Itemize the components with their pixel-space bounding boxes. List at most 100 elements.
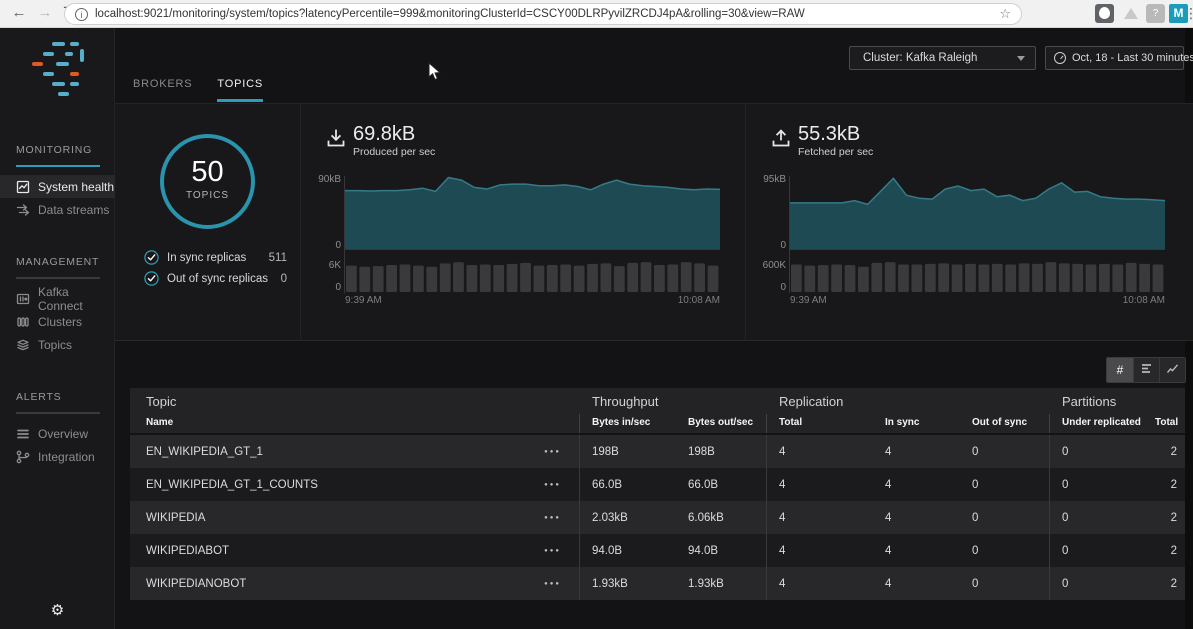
topic-name: WIKIPEDIANOBOT [146, 577, 247, 590]
drive-icon[interactable] [1121, 4, 1140, 23]
m-extension-icon[interactable]: M [1169, 4, 1188, 23]
mouse-cursor [428, 62, 442, 81]
row-menu-icon[interactable]: ●●● [544, 514, 561, 521]
bars-view-button[interactable] [1133, 358, 1159, 382]
forward-icon[interactable]: → [37, 4, 53, 21]
cell-repl-total: 4 [779, 544, 786, 557]
row-menu-icon[interactable]: ●●● [544, 547, 561, 554]
sidebar-item-kafka-connect[interactable]: Kafka Connect [0, 285, 115, 313]
sidebar-item-data-streams[interactable]: Data streams [0, 198, 115, 221]
cell-bytes-in: 66.0B [592, 478, 623, 491]
panel-divider [745, 104, 746, 341]
y-axis-line [344, 176, 345, 293]
bars-view-icon [1140, 362, 1153, 378]
settings-gear-icon[interactable]: ⚙ [50, 602, 65, 619]
bookmark-star-icon[interactable]: ☆ [999, 6, 1011, 21]
overview-panel: 50 TOPICS In sync replicas 511 Out of sync… [115, 103, 1193, 341]
column-header-bytes-in-sec[interactable]: Bytes in/sec [592, 417, 651, 428]
bars-axis-max-label: 6K [328, 260, 341, 271]
cell-part-total: 2 [1170, 445, 1177, 458]
legend-row-out-of-sync-replicas: Out of sync replicas 0 [144, 270, 287, 287]
cell-part-total: 2 [1170, 577, 1177, 590]
row-menu-icon[interactable]: ●●● [544, 580, 561, 587]
topics-count: 50 [191, 156, 224, 188]
column-header-name[interactable]: Name [130, 414, 580, 433]
cell-bytes-out: 94.0B [676, 534, 767, 567]
check-circle-icon[interactable] [144, 271, 159, 286]
row-menu-icon[interactable]: ●●● [544, 448, 561, 455]
url-text[interactable]: localhost:9021/monitoring/system/topics?… [95, 8, 805, 20]
sidebar-item-topics[interactable]: Topics [0, 333, 115, 356]
sidebar-section-rule [16, 277, 100, 279]
table-row-wikipediabot[interactable]: WIKIPEDIABOT ●●● 94.0B 94.0B 4 4 0 0 2 [130, 534, 1185, 567]
cell-out-of-sync: 0 [960, 435, 1050, 468]
throughput-area-chart [790, 177, 1165, 249]
tab-topics[interactable]: TOPICS [217, 78, 263, 102]
clipboard-icon[interactable]: ? [1146, 4, 1165, 23]
legend-value: 0 [280, 272, 287, 285]
cell-bytes-in: 198B [592, 445, 619, 458]
cell-in-sync: 4 [885, 544, 892, 557]
topics-table: Topic Throughput Replication Partitions Name… [130, 388, 1185, 600]
row-menu-icon[interactable]: ●●● [544, 481, 561, 488]
cell-bytes-in: 1.93kB [592, 577, 628, 590]
column-header-in-sync[interactable]: In sync [885, 417, 920, 428]
chart-header: 55.3kB Fetched per sec [770, 123, 873, 158]
throughput-bar-chart [346, 262, 719, 292]
table-row-wikipedia[interactable]: WIKIPEDIA ●●● 2.03kB 6.06kB 4 4 0 0 2 [130, 501, 1185, 534]
topic-name: WIKIPEDIABOT [146, 544, 230, 557]
sidebar-item-overview[interactable]: Overview [0, 422, 115, 445]
cell-under-replicated: 0 [1062, 511, 1069, 524]
cell-bytes-out: 6.06kB [676, 501, 767, 534]
cluster-selector[interactable]: Cluster: Kafka Raleigh [849, 46, 1036, 70]
cell-repl-total: 4 [779, 577, 786, 590]
cell-in-sync: 4 [885, 445, 892, 458]
sidebar-item-label: Integration [38, 449, 95, 464]
sidebar-section-title: ALERTS [16, 391, 62, 403]
x-axis-start-label: 9:39 AM [790, 295, 827, 306]
url-bar[interactable]: i localhost:9021/monitoring/system/topic… [64, 3, 1022, 25]
table-row-wikipedianobot[interactable]: WIKIPEDIANOBOT ●●● 1.93kB 1.93kB 4 4 0 0 2 [130, 567, 1185, 600]
number-view-button[interactable]: # [1107, 358, 1133, 382]
column-header-under-replicated[interactable]: Under replicated [1062, 417, 1141, 428]
legend-label: In sync replicas [167, 251, 247, 264]
column-header-total[interactable]: Total [1155, 417, 1179, 428]
cell-out-of-sync: 0 [960, 468, 1050, 501]
sidebar-item-clusters[interactable]: Clusters [0, 310, 115, 333]
cell-in-sync: 4 [885, 577, 892, 590]
cell-under-replicated: 0 [1062, 544, 1069, 557]
sidebar-section-monitoring: MONITORING System health Data streams [0, 144, 115, 221]
back-icon[interactable]: ← [11, 4, 27, 21]
line-view-button[interactable] [1159, 358, 1185, 382]
column-header-total[interactable]: Total [779, 417, 803, 428]
data-streams-icon [16, 203, 30, 217]
sidebar-item-label: Data streams [38, 202, 110, 217]
x-axis-end-label: 10:08 AM [677, 295, 720, 306]
browser-menu-icon[interactable]: ⋮ [1184, 5, 1193, 21]
cell-bytes-out: 1.93kB [676, 567, 767, 600]
tab-brokers[interactable]: BROKERS [133, 78, 193, 90]
view-toggle-group: # [1106, 357, 1186, 383]
page-info-icon[interactable]: i [75, 7, 88, 21]
sidebar-item-system-health[interactable]: System health [0, 175, 115, 198]
sidebar-item-integration[interactable]: Integration [0, 445, 115, 468]
system-health-icon [16, 180, 30, 194]
chart-header: 69.8kB Produced per sec [325, 123, 435, 158]
table-row-en_wikipedia_gt_1_counts[interactable]: EN_WIKIPEDIA_GT_1_COUNTS ●●● 66.0B 66.0B 4 4 0… [130, 468, 1185, 501]
date-range-button[interactable]: Oct, 18 - Last 30 minutes [1045, 46, 1193, 70]
x-axis-line [790, 249, 1165, 250]
appearance-icon[interactable] [1095, 4, 1114, 23]
x-axis-line [345, 249, 720, 250]
cell-under-replicated: 0 [1062, 478, 1069, 491]
table-row-en_wikipedia_gt_1[interactable]: EN_WIKIPEDIA_GT_1 ●●● 198B 198B 4 4 0 0 2 [130, 435, 1185, 468]
app-logo-icon [32, 42, 84, 96]
check-circle-icon[interactable] [144, 250, 159, 265]
x-axis-start-label: 9:39 AM [345, 295, 382, 306]
column-group-topic: Topic [146, 394, 177, 409]
app-window: MONITORING System health Data streams MANAG… [0, 28, 1193, 629]
column-header-bytes-out-sec[interactable]: Bytes out/sec [676, 414, 767, 433]
column-header-out-of-sync[interactable]: Out of sync [960, 414, 1050, 433]
panel-divider [300, 104, 301, 341]
sidebar-item-label: System health [38, 179, 115, 194]
cell-bytes-out: 66.0B [676, 468, 767, 501]
